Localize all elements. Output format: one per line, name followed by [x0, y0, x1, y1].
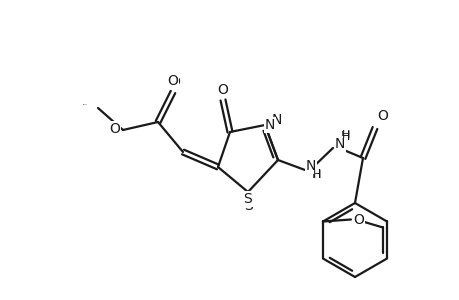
Text: O: O: [216, 83, 227, 97]
Text: H: H: [340, 130, 350, 142]
Text: S: S: [243, 192, 252, 206]
Text: N: N: [264, 118, 275, 132]
Text: N: N: [334, 137, 345, 151]
Text: H: H: [312, 170, 321, 180]
Text: O: O: [169, 75, 180, 89]
Text: N: N: [305, 159, 316, 173]
Text: O: O: [109, 122, 120, 136]
Text: O: O: [376, 110, 387, 124]
Text: N: N: [271, 113, 282, 127]
Text: H: H: [341, 130, 350, 140]
Text: O: O: [109, 122, 120, 136]
Text: O: O: [352, 212, 363, 226]
Text: O: O: [351, 212, 362, 226]
Text: N: N: [305, 159, 316, 173]
Text: O: O: [376, 109, 387, 123]
Text: O: O: [217, 83, 228, 97]
Text: O: O: [167, 74, 178, 88]
Text: S: S: [244, 199, 253, 213]
Text: H: H: [311, 167, 321, 181]
Text: methyl: methyl: [83, 103, 88, 105]
Text: N: N: [334, 137, 345, 151]
